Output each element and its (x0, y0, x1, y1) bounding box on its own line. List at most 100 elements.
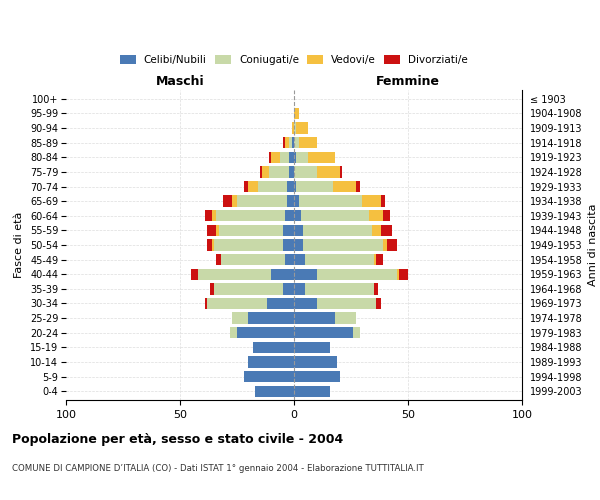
Bar (294, 137, 299, 148)
Bar (333, 181, 356, 192)
Bar (296, 152, 308, 163)
Bar (255, 386, 294, 397)
Bar (294, 283, 305, 294)
Bar (289, 137, 292, 148)
Bar (317, 166, 340, 177)
Bar (214, 283, 283, 294)
Bar (296, 122, 308, 134)
Bar (340, 166, 342, 177)
Bar (335, 312, 356, 324)
Bar (285, 210, 294, 222)
Bar (205, 298, 208, 309)
Text: Maschi: Maschi (155, 75, 205, 88)
Bar (287, 181, 294, 192)
Bar (294, 196, 299, 207)
Bar (248, 181, 257, 192)
Bar (356, 181, 360, 192)
Bar (383, 240, 388, 250)
Bar (198, 268, 271, 280)
Bar (248, 356, 294, 368)
Bar (299, 196, 362, 207)
Bar (294, 268, 317, 280)
Bar (244, 181, 248, 192)
Bar (232, 312, 248, 324)
Bar (209, 283, 214, 294)
Bar (269, 166, 289, 177)
Text: COMUNE DI CAMPIONE D’ITALIA (CO) - Dati ISTAT 1° gennaio 2004 - Elaborazione TUT: COMUNE DI CAMPIONE D’ITALIA (CO) - Dati … (12, 464, 424, 473)
Bar (294, 356, 337, 368)
Bar (285, 254, 294, 266)
Bar (208, 240, 212, 250)
Bar (294, 210, 301, 222)
Bar (283, 224, 294, 236)
Bar (294, 298, 317, 309)
Bar (223, 196, 232, 207)
Bar (283, 240, 294, 250)
Bar (294, 152, 296, 163)
Text: Popolazione per età, sesso e stato civile - 2004: Popolazione per età, sesso e stato civil… (12, 432, 343, 446)
Bar (208, 224, 217, 236)
Bar (294, 312, 335, 324)
Bar (283, 137, 285, 148)
Bar (237, 327, 294, 338)
Bar (237, 196, 287, 207)
Bar (221, 254, 285, 266)
Bar (212, 240, 214, 250)
Bar (191, 268, 198, 280)
Bar (305, 283, 374, 294)
Bar (308, 152, 335, 163)
Bar (244, 371, 294, 382)
Bar (253, 342, 294, 353)
Bar (287, 196, 294, 207)
Bar (217, 224, 219, 236)
Bar (301, 210, 369, 222)
Legend: Celibi/Nubili, Coniugati/e, Vedovi/e, Divorziati/e: Celibi/Nubili, Coniugati/e, Vedovi/e, Di… (120, 55, 468, 65)
Bar (369, 210, 383, 222)
Bar (317, 298, 376, 309)
Bar (353, 327, 360, 338)
Bar (262, 166, 269, 177)
Bar (230, 327, 237, 338)
Bar (374, 254, 376, 266)
Bar (285, 137, 289, 148)
Bar (205, 210, 212, 222)
Bar (257, 181, 287, 192)
Text: Femmine: Femmine (376, 75, 440, 88)
Bar (289, 166, 294, 177)
Bar (294, 240, 303, 250)
Bar (303, 240, 383, 250)
Bar (217, 210, 285, 222)
Bar (305, 254, 374, 266)
Bar (271, 152, 280, 163)
Bar (248, 312, 294, 324)
Bar (232, 196, 237, 207)
Bar (299, 137, 317, 148)
Bar (294, 371, 340, 382)
Bar (294, 166, 317, 177)
Bar (294, 224, 303, 236)
Y-axis label: Anni di nascita: Anni di nascita (588, 204, 598, 286)
Bar (294, 122, 296, 134)
Bar (294, 386, 331, 397)
Bar (283, 283, 294, 294)
Bar (399, 268, 408, 280)
Bar (294, 327, 353, 338)
Bar (380, 196, 385, 207)
Bar (376, 298, 380, 309)
Bar (380, 224, 392, 236)
Bar (214, 240, 283, 250)
Bar (294, 254, 305, 266)
Bar (374, 283, 379, 294)
Bar (397, 268, 399, 280)
Bar (219, 224, 283, 236)
Bar (362, 196, 380, 207)
Bar (280, 152, 289, 163)
Bar (303, 224, 371, 236)
Bar (217, 254, 221, 266)
Bar (292, 137, 294, 148)
Bar (383, 210, 390, 222)
Bar (292, 122, 294, 134)
Y-axis label: Fasce di età: Fasce di età (14, 212, 25, 278)
Bar (317, 268, 397, 280)
Bar (271, 268, 294, 280)
